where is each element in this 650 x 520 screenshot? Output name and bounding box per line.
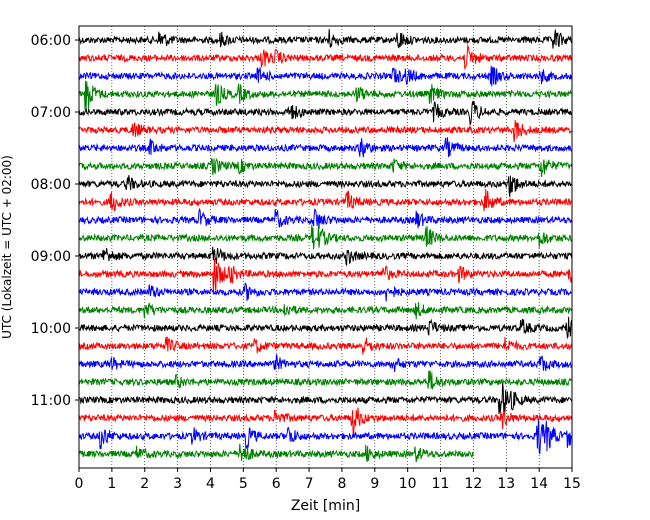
trace-row-0915	[78, 258, 573, 295]
trace-row-0600	[78, 29, 573, 49]
trace-row-0615	[78, 43, 573, 70]
x-tick-label: 13	[497, 476, 515, 492]
y-tick-label: 11:00	[31, 393, 71, 409]
y-tick-label: 07:00	[31, 105, 71, 121]
trace-row-0830	[78, 207, 573, 230]
trace-row-0945	[78, 302, 573, 320]
trace-row-1115	[78, 407, 573, 438]
trace-row-1145	[78, 443, 474, 463]
x-axis-label: Zeit [min]	[291, 498, 360, 514]
x-tick-label: 0	[75, 476, 84, 492]
trace-row-0700	[78, 100, 573, 126]
trace-row-0815	[78, 188, 572, 212]
trace-row-0715	[78, 119, 573, 143]
x-tick-label: 9	[370, 476, 379, 492]
x-tick-label: 4	[206, 476, 215, 492]
y-tick-label: 08:00	[31, 177, 71, 193]
trace-row-1000	[78, 316, 573, 340]
x-tick-label: 1	[107, 476, 116, 492]
x-tick-label: 12	[464, 476, 482, 492]
trace-row-0800	[78, 175, 573, 198]
trace-row-0630	[78, 65, 573, 87]
trace-row-1100	[78, 382, 573, 415]
y-tick-label: 10:00	[31, 321, 71, 337]
trace-row-0645	[78, 80, 572, 110]
trace-row-0930	[78, 282, 572, 302]
trace-row-1130	[78, 419, 573, 455]
x-axis-ticks: 0 1 2 3 4 5 6 7 8 9 10 11 12 13 14 15	[75, 468, 581, 492]
trace-row-1030	[78, 353, 573, 372]
trace-row-1045	[78, 370, 572, 390]
trace-row-0745	[78, 157, 573, 178]
x-tick-label: 8	[337, 476, 346, 492]
x-tick-label: 6	[272, 476, 281, 492]
trace-row-1015	[78, 336, 573, 355]
y-axis-ticks: 06:00 07:00 08:00 09:00 10:00 11:00	[31, 33, 79, 409]
x-tick-label: 2	[140, 476, 149, 492]
x-tick-label: 3	[173, 476, 182, 492]
trace-row-0730	[78, 137, 572, 158]
x-tick-label: 7	[305, 476, 314, 492]
x-tick-label: 10	[399, 476, 417, 492]
y-axis-label: UTC (Lokalzeit = UTC + 02:00)	[0, 155, 14, 339]
axes-frame	[78, 25, 573, 469]
trace-row-0900	[79, 246, 573, 267]
y-tick-label: 06:00	[31, 33, 71, 49]
trace-layer	[78, 29, 573, 463]
x-tick-label: 15	[563, 476, 581, 492]
trace-row-0845	[78, 224, 572, 250]
x-tick-label: 11	[432, 476, 450, 492]
x-tick-label: 5	[239, 476, 248, 492]
x-tick-label: 14	[530, 476, 548, 492]
y-tick-label: 09:00	[31, 249, 71, 265]
